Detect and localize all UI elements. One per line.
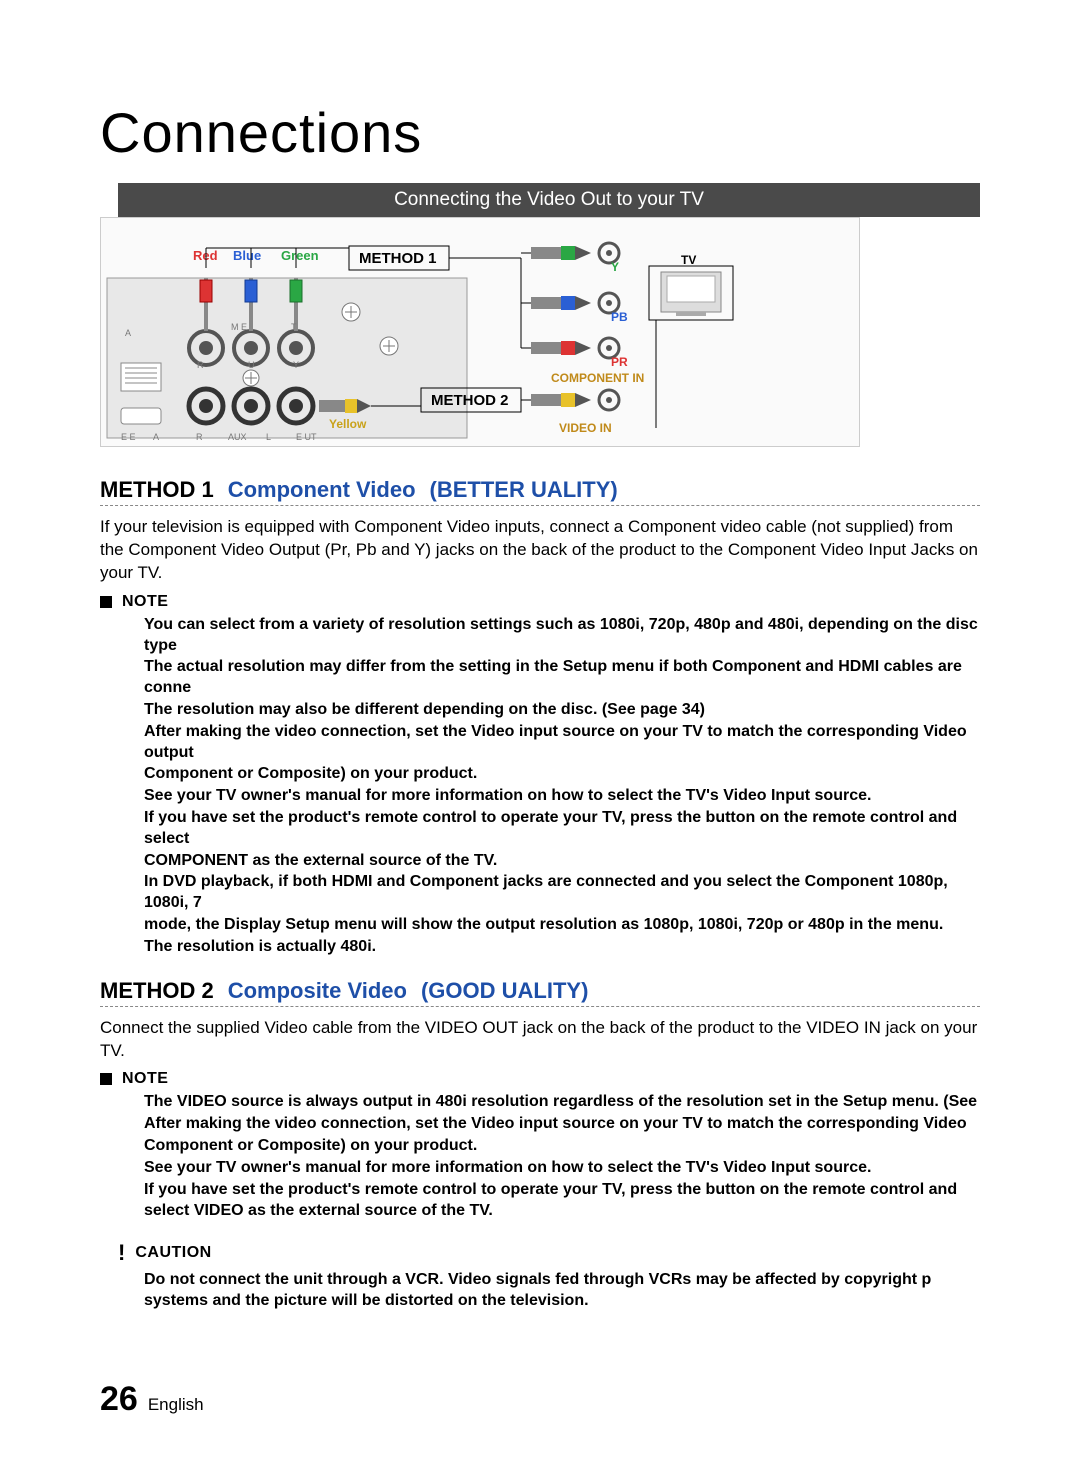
svg-text:M E: M E xyxy=(231,322,247,332)
svg-text:PR: PR xyxy=(611,355,628,369)
method2-body: Connect the supplied Video cable from th… xyxy=(100,1017,980,1063)
svg-text:COMPONENT IN: COMPONENT IN xyxy=(551,371,644,385)
note-line: The actual resolution may differ from th… xyxy=(144,657,980,699)
note-label: NOTE xyxy=(122,593,168,611)
svg-text:T: T xyxy=(291,322,297,332)
method2-heading: METHOD 2 Composite Video (GOOD UALITY) xyxy=(100,978,980,1007)
note-line: The VIDEO source is always output in 480… xyxy=(144,1092,980,1113)
method1-notes: You can select from a variety of resolut… xyxy=(144,615,980,958)
method1-note-header: NOTE xyxy=(100,593,980,611)
method2-notes: The VIDEO source is always output in 480… xyxy=(144,1092,980,1222)
svg-text:A: A xyxy=(153,432,159,442)
note-line: The resolution may also be different dep… xyxy=(144,700,980,721)
svg-text:VIDEO IN: VIDEO IN xyxy=(559,421,612,435)
note-line: After making the video connection, set t… xyxy=(144,722,980,764)
note-line: select VIDEO as the external source of t… xyxy=(144,1201,980,1222)
svg-text:Y: Y xyxy=(611,260,619,274)
svg-text:E E: E E xyxy=(121,432,136,442)
svg-text:Blue: Blue xyxy=(233,248,261,263)
section-banner: Connecting the Video Out to your TV xyxy=(118,183,980,217)
svg-text:TV: TV xyxy=(681,253,696,267)
svg-text:PB: PB xyxy=(611,310,628,324)
svg-text:Red: Red xyxy=(193,248,218,263)
svg-text:L: L xyxy=(266,432,271,442)
method2-label: METHOD 2 xyxy=(100,978,214,1004)
method1-quality: (BETTER UALITY) xyxy=(430,477,618,503)
note-line: Component or Composite) on your product. xyxy=(144,764,980,785)
caution-body: Do not connect the unit through a VCR. V… xyxy=(144,1270,980,1312)
svg-text:A: A xyxy=(125,328,131,338)
svg-text:Y: Y xyxy=(293,360,299,370)
note-line: If you have set the product's remote con… xyxy=(144,808,980,850)
svg-text:Yellow: Yellow xyxy=(329,417,367,431)
method1-name: Component Video xyxy=(228,477,416,503)
connection-diagram: A M E T R U Y E E A R AUX L E UT Red Blu… xyxy=(100,217,860,447)
svg-text:AUX: AUX xyxy=(228,432,247,442)
page-title: Connections xyxy=(100,100,980,165)
note-line: COMPONENT as the external source of the … xyxy=(144,851,980,872)
note-line: mode, the Display Setup menu will show t… xyxy=(144,915,980,936)
page-footer: 26 English xyxy=(100,1380,204,1419)
note-line: The resolution is actually 480i. xyxy=(144,937,980,958)
svg-text:Green: Green xyxy=(281,248,319,263)
svg-text:R: R xyxy=(197,360,204,370)
method2-note-header: NOTE xyxy=(100,1070,980,1088)
note-line: You can select from a variety of resolut… xyxy=(144,615,980,657)
method2-quality: (GOOD UALITY) xyxy=(421,978,588,1004)
svg-text:METHOD 2: METHOD 2 xyxy=(431,392,509,409)
note-line: If you have set the product's remote con… xyxy=(144,1180,980,1201)
bullet-icon xyxy=(100,1073,112,1085)
method1-heading: METHOD 1 Component Video (BETTER UALITY) xyxy=(100,477,980,506)
svg-text:U: U xyxy=(248,360,255,370)
note-line: After making the video connection, set t… xyxy=(144,1114,980,1135)
method2-name: Composite Video xyxy=(228,978,407,1004)
page-language: English xyxy=(148,1395,204,1415)
note-label: NOTE xyxy=(122,1070,168,1088)
method1-label: METHOD 1 xyxy=(100,477,214,503)
caution-label: CAUTION xyxy=(135,1244,211,1262)
method1-body: If your television is equipped with Comp… xyxy=(100,516,980,585)
svg-text:METHOD 1: METHOD 1 xyxy=(359,250,437,267)
note-line: See your TV owner's manual for more info… xyxy=(144,1158,980,1179)
caution-icon: ! xyxy=(118,1240,125,1266)
bullet-icon xyxy=(100,596,112,608)
note-line: See your TV owner's manual for more info… xyxy=(144,786,980,807)
svg-text:R: R xyxy=(196,432,203,442)
caution-header: ! CAUTION xyxy=(118,1240,980,1266)
note-line: Component or Composite) on your product. xyxy=(144,1136,980,1157)
svg-text:E UT: E UT xyxy=(296,432,317,442)
page-number: 26 xyxy=(100,1380,138,1419)
note-line: In DVD playback, if both HDMI and Compon… xyxy=(144,872,980,914)
